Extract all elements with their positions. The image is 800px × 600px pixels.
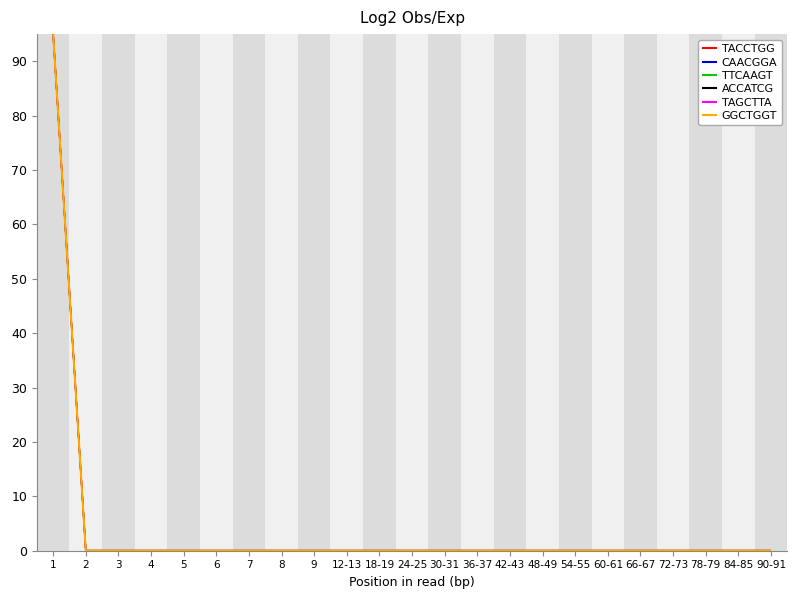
Title: Log2 Obs/Exp: Log2 Obs/Exp [359,11,465,26]
Bar [363,34,396,551]
Bar [624,34,657,551]
Bar [200,34,233,551]
Bar [690,34,722,551]
Bar [754,34,787,551]
Bar [428,34,461,551]
Legend: TACCTGG, CAACGGA, TTCAAGT, ACCATCG, TAGCTTA, GGCTGGT: TACCTGG, CAACGGA, TTCAAGT, ACCATCG, TAGC… [698,40,782,125]
Bar [298,34,330,551]
Bar [396,34,428,551]
Bar [591,34,624,551]
Bar [330,34,363,551]
Bar [134,34,167,551]
Bar [37,34,70,551]
Bar [657,34,690,551]
Bar [70,34,102,551]
Bar [722,34,754,551]
Bar [167,34,200,551]
Bar [494,34,526,551]
Bar [559,34,591,551]
Bar [461,34,494,551]
Bar [233,34,266,551]
X-axis label: Position in read (bp): Position in read (bp) [349,576,475,589]
Bar [266,34,298,551]
Bar [526,34,559,551]
Bar [102,34,134,551]
